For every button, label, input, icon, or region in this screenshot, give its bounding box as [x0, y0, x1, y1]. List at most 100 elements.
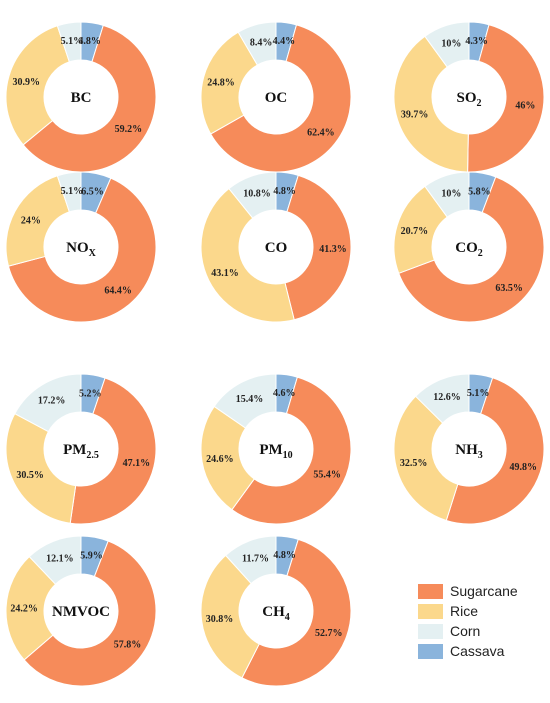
data-label-rice-co2: 20.7% — [401, 226, 429, 237]
data-label-cassava-co2: 5.8% — [468, 186, 491, 197]
data-label-sugarcane-oc: 62.4% — [307, 128, 335, 139]
data-label-corn-oc: 8.4% — [250, 37, 273, 48]
data-label-rice-oc: 24.8% — [207, 78, 235, 89]
slice-rice-so2 — [393, 35, 469, 173]
slice-corn-bc — [56, 21, 82, 63]
data-label-cassava-pm10: 4.6% — [273, 388, 296, 399]
legend-swatch-cassava — [418, 644, 443, 659]
data-label-rice-nox: 24% — [21, 215, 41, 226]
data-label-corn-co2: 10% — [441, 188, 461, 199]
slice-corn-so2 — [424, 21, 470, 68]
slice-sugarcane-ch4 — [241, 538, 352, 687]
data-label-cassava-nmvoc: 5.9% — [80, 550, 103, 561]
center-title-oc: OC — [265, 90, 288, 106]
data-label-cassava-oc: 4.4% — [273, 36, 296, 47]
slice-rice-bc — [5, 25, 70, 146]
legend-label-sugarcane: Sugarcane — [450, 583, 518, 599]
data-label-rice-bc: 30.9% — [12, 77, 40, 88]
data-label-rice-nmvoc: 24.2% — [10, 604, 38, 615]
legend-label-corn: Corn — [450, 623, 480, 639]
center-title-bc: BC — [71, 90, 92, 106]
slice-rice-pm25 — [5, 413, 77, 524]
data-label-cassava-ch4: 4.8% — [273, 550, 296, 561]
legend-label-cassava: Cassava — [450, 643, 505, 659]
slice-corn-ch4 — [224, 535, 277, 585]
data-label-sugarcane-co: 41.3% — [319, 244, 347, 255]
data-label-sugarcane-co2: 63.5% — [495, 283, 523, 294]
slice-corn-nmvoc — [28, 535, 82, 585]
data-label-cassava-bc: 4.8% — [78, 36, 101, 47]
data-label-sugarcane-pm10: 55.4% — [313, 470, 341, 481]
slice-sugarcane-oc — [210, 24, 352, 173]
slice-rice-pm10 — [200, 405, 255, 511]
data-label-corn-pm25: 17.2% — [38, 396, 66, 407]
slice-rice-nh3 — [393, 395, 459, 522]
slice-sugarcane-nox — [7, 177, 157, 323]
data-label-rice-co: 43.1% — [211, 268, 239, 279]
data-label-sugarcane-nh3: 49.8% — [509, 462, 537, 473]
donut-co: 4.8% 41.3% 43.1% 10.8% CO — [200, 171, 352, 323]
data-label-rice-pm10: 24.6% — [206, 454, 234, 465]
slice-rice-ch4 — [200, 554, 260, 679]
donut-pm25: 5.2% 47.1% 30.5% 17.2% PM2.5 — [5, 373, 157, 525]
slice-sugarcane-pm25 — [69, 377, 157, 525]
data-label-corn-co: 10.8% — [243, 189, 271, 200]
slice-corn-oc — [237, 21, 277, 66]
legend-swatch-sugarcane — [418, 584, 443, 599]
data-label-corn-bc: 5.1% — [61, 36, 84, 47]
slice-sugarcane-pm10 — [231, 376, 352, 525]
slice-sugarcane-nmvoc — [23, 540, 157, 687]
data-label-sugarcane-pm25: 47.1% — [123, 458, 151, 469]
donut-ch4: 4.8% 52.7% 30.8% 11.7% CH4 — [200, 535, 352, 687]
donut-pm10: 4.6% 55.4% 24.6% 15.4% PM10 — [200, 373, 352, 525]
data-label-corn-nox: 5.1% — [61, 186, 84, 197]
center-title-co2: CO2 — [455, 240, 483, 259]
data-label-corn-nh3: 12.6% — [433, 392, 461, 403]
slice-rice-co — [200, 187, 295, 323]
data-label-sugarcane-ch4: 52.7% — [315, 628, 343, 639]
legend: Sugarcane Rice Corn Cassava — [418, 583, 518, 659]
data-label-rice-so2: 39.7% — [401, 110, 429, 121]
slice-corn-nh3 — [414, 373, 470, 424]
center-title-nox: NOX — [66, 240, 97, 259]
data-label-cassava-so2: 4.3% — [465, 36, 488, 47]
data-label-corn-ch4: 11.7% — [242, 553, 269, 564]
center-title-so2: SO2 — [456, 90, 481, 109]
data-label-sugarcane-so2: 46% — [515, 101, 535, 112]
center-title-pm10: PM10 — [259, 442, 292, 461]
slice-sugarcane-co2 — [398, 176, 545, 323]
data-label-cassava-co: 4.8% — [273, 186, 296, 197]
center-title-ch4: CH4 — [262, 604, 290, 623]
slice-corn-nox — [56, 171, 82, 213]
slice-corn-co2 — [424, 171, 470, 218]
center-title-pm25: PM2.5 — [63, 442, 99, 461]
slice-corn-pm10 — [213, 373, 277, 429]
data-label-corn-so2: 10% — [441, 38, 461, 49]
donut-co2: 5.8% 63.5% 20.7% 10% CO2 — [393, 171, 545, 323]
donut-nmvoc: 5.9% 57.8% 24.2% 12.1% NMVOC — [5, 535, 157, 687]
slice-sugarcane-nh3 — [445, 377, 545, 525]
slice-sugarcane-so2 — [467, 24, 545, 173]
legend-swatch-corn — [418, 624, 443, 639]
donut-oc: 4.4% 62.4% 24.8% 8.4% OC — [200, 21, 352, 173]
data-label-corn-nmvoc: 12.1% — [46, 554, 74, 565]
legend-label-rice: Rice — [450, 603, 478, 619]
donut-nh3: 5.1% 49.8% 32.5% 12.6% NH3 — [393, 373, 545, 525]
legend-swatch-rice — [418, 604, 443, 619]
slice-sugarcane-bc — [22, 24, 157, 173]
donut-so2: 4.3% 46% 39.7% 10% SO2 — [393, 21, 545, 173]
center-title-co: CO — [265, 240, 288, 256]
center-title-nmvoc: NMVOC — [52, 604, 110, 620]
donut-bc: 4.8% 59.2% 30.9% 5.1% BC — [5, 21, 157, 173]
slice-corn-pm25 — [14, 373, 82, 433]
center-title-nh3: NH3 — [455, 442, 483, 461]
data-label-rice-pm25: 30.5% — [16, 470, 44, 481]
donut-nox: 6.5% 64.4% 24% 5.1% NOX — [5, 171, 157, 323]
data-label-sugarcane-nox: 64.4% — [104, 286, 132, 297]
data-label-cassava-nox: 6.5% — [81, 187, 104, 198]
data-label-rice-nh3: 32.5% — [400, 458, 428, 469]
data-label-cassava-pm25: 5.2% — [79, 388, 102, 399]
slice-sugarcane-co — [284, 174, 352, 321]
slice-rice-oc — [200, 31, 259, 135]
